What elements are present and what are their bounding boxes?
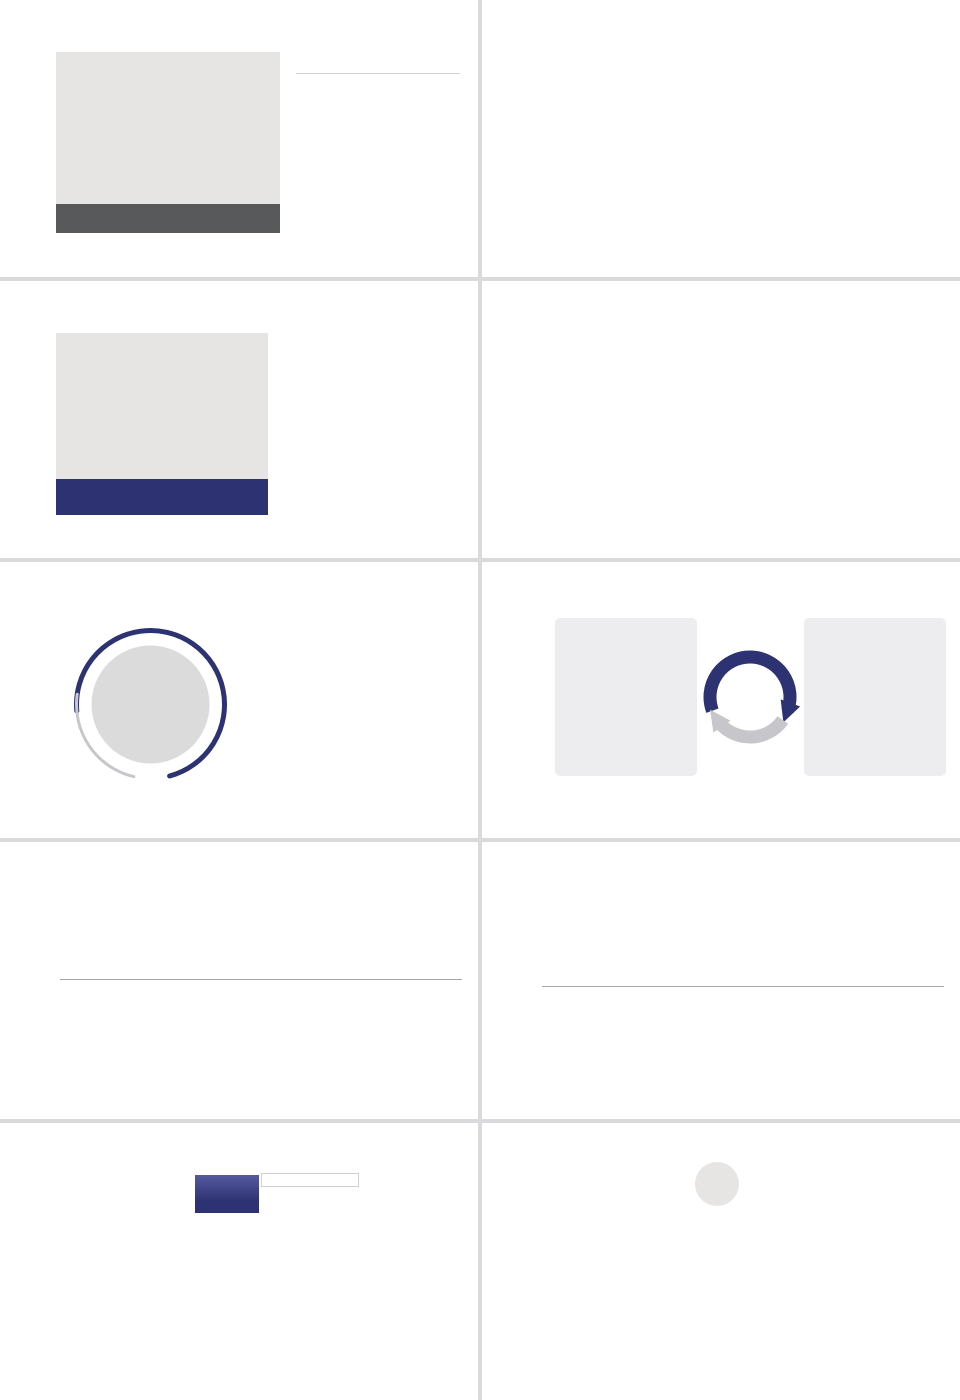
slide-12 [0,0,478,277]
timeline-axis [542,986,944,988]
diagram-left-panel [555,617,697,776]
image-caption-bar[interactable] [56,478,268,515]
slide-15 [482,280,960,558]
cycle-arrows-diagram[interactable] [695,642,805,752]
slide-14 [0,280,478,558]
timeline-axis [60,979,462,981]
image-placeholder[interactable] [56,52,280,204]
diagram-right-panel [804,617,946,776]
slide-18 [0,842,478,1120]
image-caption-bar[interactable] [56,204,280,233]
column-body[interactable] [296,63,460,74]
slide-13 [482,0,960,277]
timeline-area [482,842,960,1119]
circular-diagram [58,612,243,797]
slide-20 [0,1123,478,1400]
slide-17 [482,561,960,839]
content-column [296,56,460,74]
slide-21 [482,1123,960,1400]
image-grid [276,333,460,515]
org-chart-note[interactable] [261,1173,359,1188]
slide-19 [482,842,960,1120]
image-placeholder[interactable] [56,332,268,479]
timeline-area [0,842,478,1119]
circle-ring-graphic [74,627,227,779]
checkerboard-grid [540,58,955,231]
org-chart-root-box[interactable] [195,1175,259,1214]
slide-16 [0,561,478,839]
avatar-placeholder[interactable] [695,1162,739,1207]
image-placeholder[interactable] [58,612,243,797]
